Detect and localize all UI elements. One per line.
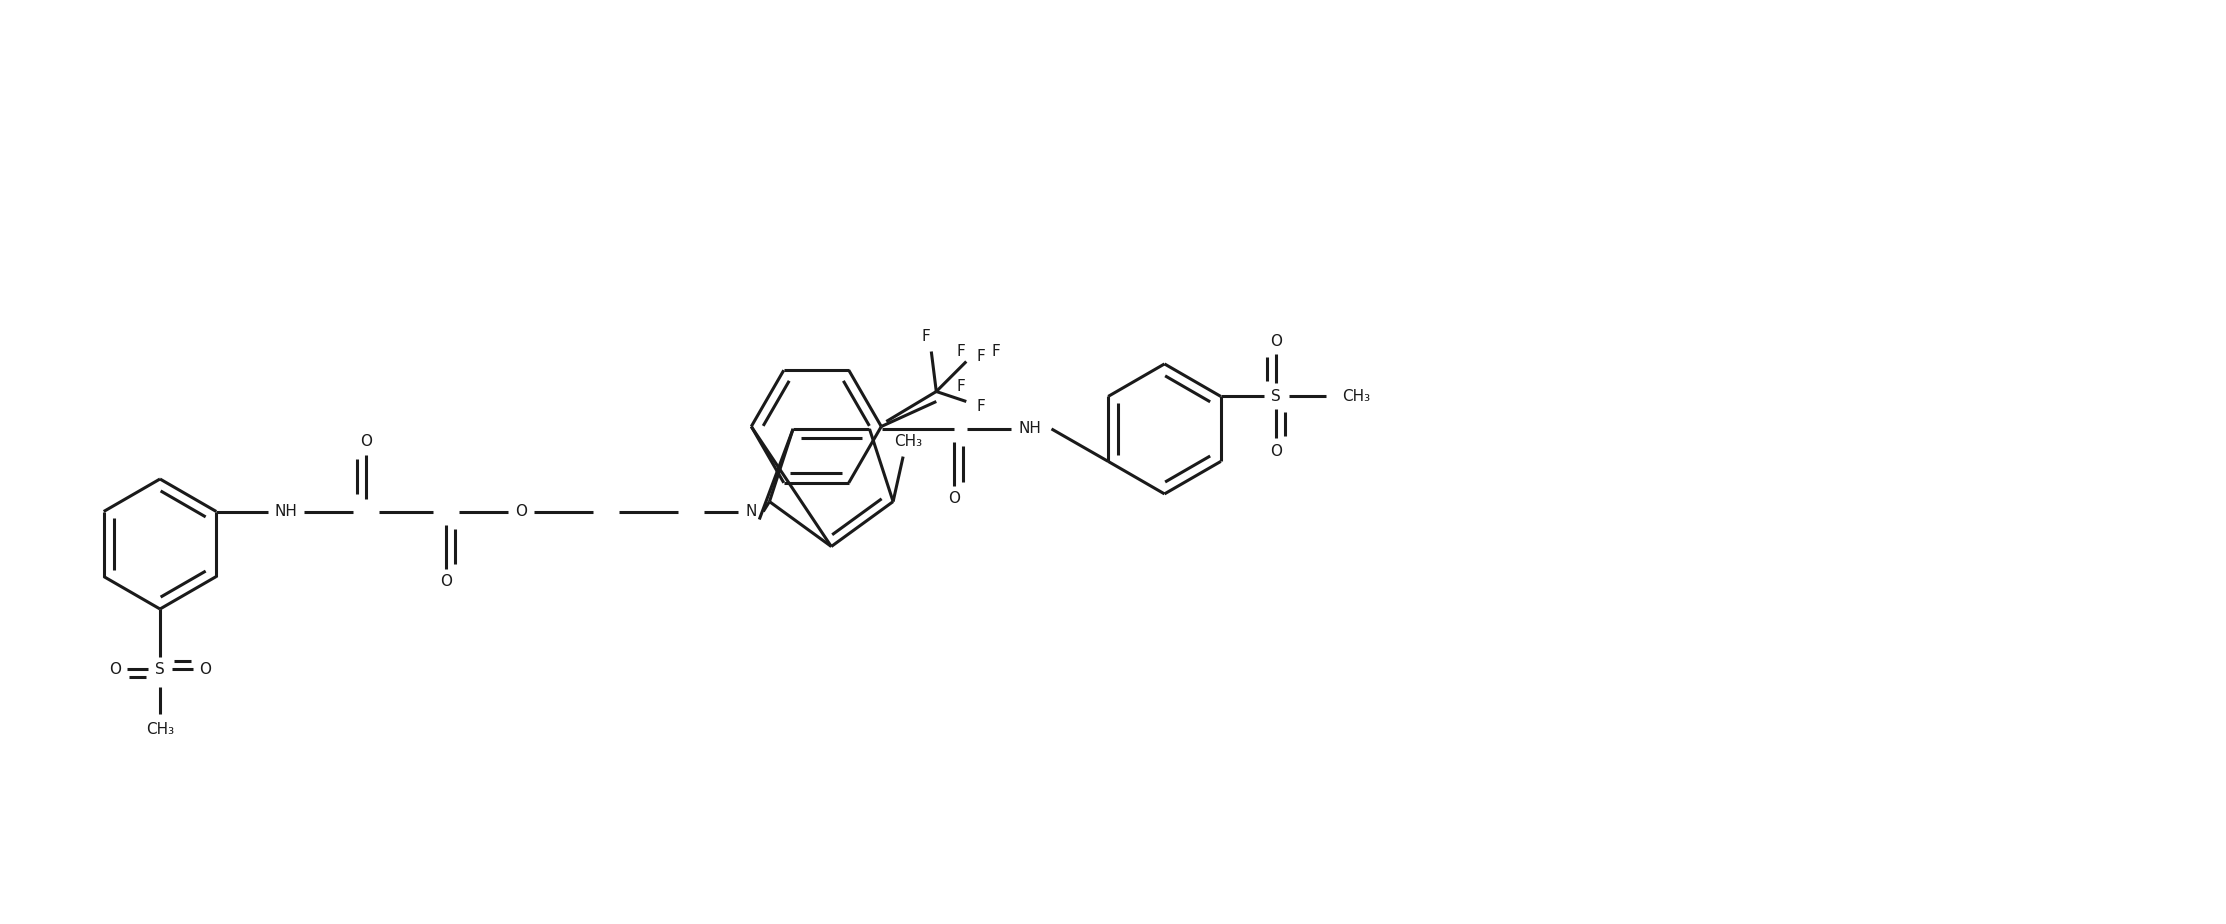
Text: S: S (1271, 389, 1280, 404)
Text: O: O (361, 434, 372, 449)
Text: F: F (922, 329, 930, 344)
Text: O: O (198, 662, 211, 676)
Text: F: F (993, 344, 1002, 359)
Text: CH₃: CH₃ (147, 722, 174, 736)
Text: F: F (957, 344, 966, 359)
Text: S: S (156, 662, 165, 676)
Text: N: N (746, 504, 757, 519)
Text: O: O (948, 492, 959, 506)
Text: F: F (977, 349, 986, 364)
Text: NH: NH (1017, 421, 1042, 436)
Text: O: O (1269, 334, 1282, 349)
Text: O: O (109, 662, 120, 676)
Text: F: F (957, 379, 966, 394)
Text: O: O (441, 574, 452, 589)
Text: CH₃: CH₃ (895, 434, 922, 449)
Text: O: O (514, 504, 528, 519)
Text: CH₃: CH₃ (1342, 389, 1369, 404)
Text: O: O (1269, 444, 1282, 459)
Text: NH: NH (274, 504, 298, 519)
Text: F: F (977, 399, 986, 414)
